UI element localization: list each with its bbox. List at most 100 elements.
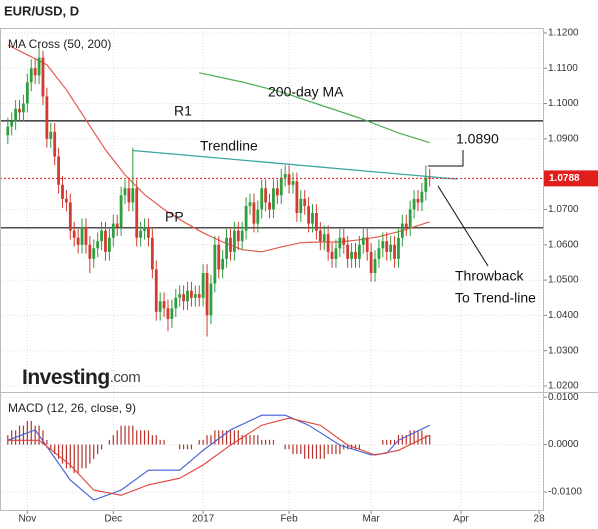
candle-body bbox=[33, 68, 37, 76]
candle-body bbox=[373, 258, 377, 274]
candle-body bbox=[6, 126, 10, 136]
candle-body bbox=[131, 188, 135, 203]
candle-body bbox=[361, 237, 365, 245]
candle-body bbox=[393, 244, 396, 259]
histogram-bar bbox=[89, 444, 91, 464]
histogram-bar bbox=[147, 430, 150, 445]
histogram-bar bbox=[405, 435, 407, 445]
candle-body bbox=[354, 251, 357, 259]
last-price-box bbox=[544, 170, 598, 187]
last-price-label: 1.0788 bbox=[549, 173, 580, 184]
candle-body bbox=[65, 198, 68, 203]
histogram-bar bbox=[222, 430, 224, 445]
candle-body bbox=[72, 230, 76, 238]
candle-body bbox=[166, 308, 170, 319]
histogram-bar bbox=[245, 435, 247, 445]
candle-body bbox=[404, 223, 408, 228]
candle-body bbox=[115, 223, 119, 228]
candle-body bbox=[244, 205, 248, 231]
histogram-bar bbox=[210, 435, 212, 445]
histogram-bar bbox=[112, 435, 114, 445]
histogram-bar bbox=[186, 444, 189, 450]
histogram-bar bbox=[225, 430, 228, 445]
y-tick-label: 1.0700 bbox=[548, 204, 579, 215]
logo-suffix: .com bbox=[110, 369, 141, 386]
candle-body bbox=[248, 202, 252, 206]
histogram-bar bbox=[315, 444, 318, 459]
candle-body bbox=[53, 131, 57, 157]
candle-body bbox=[158, 301, 162, 312]
candle-body bbox=[303, 198, 307, 206]
histogram-bar bbox=[253, 435, 255, 445]
histogram-bar bbox=[116, 430, 118, 445]
y-tick-label: 1.0300 bbox=[548, 345, 579, 356]
histogram-bar bbox=[413, 430, 415, 445]
candle-body bbox=[283, 174, 287, 178]
histogram-bar bbox=[339, 444, 341, 455]
candle-body bbox=[186, 290, 189, 302]
histogram-bar bbox=[327, 444, 329, 455]
histogram-bar bbox=[304, 444, 306, 459]
candle-body bbox=[174, 297, 178, 309]
histogram-bar bbox=[284, 444, 286, 450]
histogram-bar bbox=[140, 430, 142, 445]
candle-body bbox=[209, 283, 213, 316]
candle-body bbox=[397, 237, 400, 259]
histogram-bar bbox=[409, 430, 411, 445]
annotation-bracket bbox=[428, 150, 464, 167]
candle-body bbox=[14, 108, 18, 122]
histogram-bar bbox=[386, 439, 388, 445]
candle-body bbox=[92, 248, 96, 259]
candle-body bbox=[318, 230, 322, 242]
candle-body bbox=[381, 241, 385, 249]
histogram-bar bbox=[218, 430, 220, 445]
candle-body bbox=[260, 188, 264, 210]
macd-label: MACD (12, 26, close, 9) bbox=[8, 401, 136, 415]
candle-body bbox=[25, 82, 29, 104]
histogram-bar bbox=[190, 444, 193, 450]
histogram-bar bbox=[50, 444, 52, 450]
histogram-bar bbox=[100, 444, 103, 450]
x-tick-label: Nov bbox=[18, 514, 36, 525]
candle-body bbox=[217, 244, 221, 270]
candle-body bbox=[197, 294, 201, 298]
candle-body bbox=[412, 198, 416, 210]
trendline-label: Trendline bbox=[200, 138, 258, 154]
candle-body bbox=[111, 223, 115, 238]
candle-body bbox=[326, 234, 330, 252]
candle-body bbox=[29, 68, 33, 83]
histogram-bar bbox=[30, 420, 32, 445]
histogram-bar bbox=[300, 444, 302, 455]
histogram-bar bbox=[233, 430, 235, 445]
candle-body bbox=[10, 121, 14, 127]
candle-body bbox=[154, 269, 158, 312]
histogram-bar bbox=[393, 439, 396, 445]
candle-body bbox=[268, 202, 271, 210]
histogram-bar bbox=[429, 435, 431, 445]
histogram-bar bbox=[73, 444, 75, 474]
candle-body bbox=[272, 188, 275, 210]
candle-body bbox=[225, 237, 228, 259]
histogram-bar bbox=[159, 439, 161, 445]
histogram-bar bbox=[206, 435, 208, 445]
y-tick-label: 0.0000 bbox=[548, 439, 579, 450]
candle-body bbox=[221, 258, 225, 270]
histogram-bar bbox=[323, 444, 325, 459]
candle-body bbox=[76, 237, 80, 245]
candle-body bbox=[84, 227, 88, 245]
y-tick-label: 1.1100 bbox=[548, 63, 578, 74]
candle-body bbox=[365, 237, 369, 252]
histogram-bar bbox=[237, 430, 239, 445]
candle-body bbox=[119, 195, 123, 228]
candle-body bbox=[41, 57, 45, 97]
histogram-bar bbox=[390, 439, 392, 445]
histogram-bar bbox=[401, 435, 403, 445]
candle-body bbox=[61, 184, 64, 199]
candle-body bbox=[232, 230, 236, 252]
x-tick-label: Mar bbox=[362, 514, 380, 525]
histogram-bar bbox=[124, 425, 126, 445]
histogram-bar bbox=[22, 425, 25, 445]
histogram-bar bbox=[93, 444, 95, 459]
